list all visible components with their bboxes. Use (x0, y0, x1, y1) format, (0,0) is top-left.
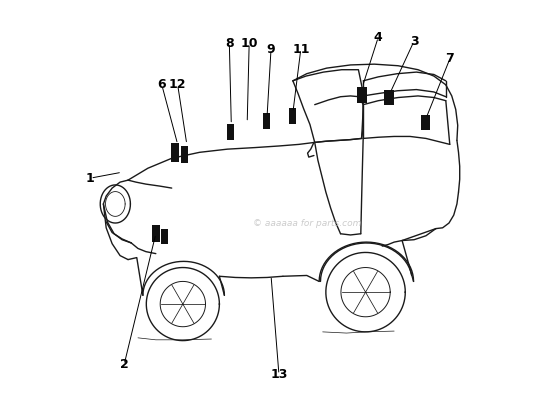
Bar (384, 90, 394, 106)
Text: 3: 3 (410, 35, 419, 48)
Text: 7: 7 (446, 52, 454, 66)
Text: 6: 6 (157, 78, 166, 91)
Text: 13: 13 (270, 368, 288, 381)
Text: © aaaaaa for parts.com: © aaaaaa for parts.com (252, 219, 361, 228)
Bar (289, 108, 296, 124)
Text: 9: 9 (267, 42, 276, 56)
Bar (356, 87, 366, 103)
Text: 10: 10 (240, 36, 258, 50)
Bar (161, 229, 168, 244)
Bar (421, 115, 430, 130)
Text: 12: 12 (169, 78, 186, 91)
Bar (263, 114, 270, 129)
Bar (227, 124, 234, 140)
Bar (152, 226, 160, 242)
Text: 4: 4 (374, 31, 383, 44)
Text: 8: 8 (225, 36, 234, 50)
Text: 2: 2 (120, 358, 129, 371)
Text: 11: 11 (292, 42, 310, 56)
Text: 1: 1 (86, 172, 95, 185)
Bar (181, 146, 188, 163)
Bar (170, 143, 179, 162)
